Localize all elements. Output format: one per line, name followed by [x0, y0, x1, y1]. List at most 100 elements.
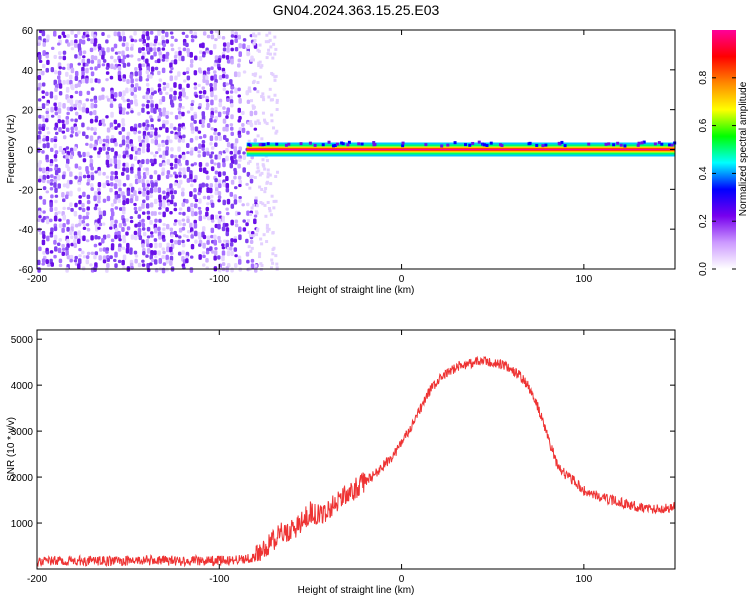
spectrogram-cell	[265, 223, 269, 227]
spectrogram-cell	[270, 194, 274, 198]
spectrogram-cell	[256, 48, 260, 52]
spectrogram-cell	[53, 102, 57, 107]
spectrogram-cell	[229, 246, 233, 251]
spectrogram-cell	[74, 83, 79, 89]
spectrogram-cell	[162, 211, 166, 218]
spectrogram-cell	[73, 210, 78, 217]
spectrogram-cell	[53, 54, 57, 60]
spectrogram-cell	[62, 79, 66, 85]
spectrogram-cell	[270, 98, 274, 102]
spectrogram-cell	[485, 143, 489, 147]
spectrogram-cell	[141, 103, 146, 107]
spectrogram-cell	[121, 206, 126, 213]
spectrogram-cell	[45, 170, 50, 175]
spectrogram-cell	[222, 110, 227, 115]
spectrogram-cell	[93, 206, 98, 211]
spectrogram-cell	[265, 240, 269, 244]
spectrogram-cell	[209, 30, 214, 35]
spectrogram-cell	[604, 142, 608, 146]
spectrogram-cell	[194, 126, 199, 132]
spectrogram-cell	[97, 59, 101, 65]
spectrogram-cell	[122, 162, 126, 167]
spectrogram-cell	[198, 210, 202, 215]
spectrogram-cell	[113, 198, 117, 204]
spectrogram-cell	[49, 250, 54, 254]
spectrogram-cell	[77, 230, 81, 236]
spectrogram-cell	[53, 239, 57, 245]
spectrogram-cell	[153, 255, 158, 259]
spectrogram-cell	[46, 34, 50, 41]
spectrogram-cell	[623, 144, 627, 148]
spectrogram-cell	[170, 47, 175, 52]
spectrogram-cell	[186, 75, 191, 81]
spectrogram-cell	[202, 151, 206, 158]
spectrogram-cell	[170, 154, 174, 159]
spectrogram-cell	[206, 67, 211, 72]
spectrogram-cell	[258, 255, 262, 259]
spectrogram-cell	[38, 114, 42, 119]
spectrogram-cell	[106, 195, 111, 202]
spectrogram-cell	[210, 219, 215, 223]
spectrogram-cell	[149, 126, 154, 131]
spectrogram-cell	[121, 122, 126, 127]
spectrogram-cell	[57, 42, 61, 46]
spectrogram-cell	[181, 138, 186, 143]
spectrogram-cell	[177, 71, 181, 77]
spectrogram-cell	[217, 223, 221, 230]
spectrogram-cell	[146, 243, 150, 248]
spectrogram-cell	[149, 231, 154, 235]
spectrogram-cell	[62, 123, 66, 129]
spectrogram-cell	[110, 246, 115, 251]
spectrogram-cell	[226, 47, 230, 53]
spectrogram-cell	[225, 74, 229, 79]
spectrogram-cell	[273, 52, 277, 56]
spectrogram-cell	[162, 227, 166, 232]
spectrogram-cell	[185, 42, 189, 48]
spectrogram-cell	[142, 199, 146, 204]
spectrogram-cell	[544, 143, 548, 147]
spectrogram-cell	[38, 30, 43, 34]
spectrogram-cell	[194, 94, 199, 98]
spectrogram-cell	[121, 31, 126, 36]
spectrogram-cell	[260, 64, 264, 68]
spectrogram-cell	[73, 146, 77, 152]
spectrogram-cell	[181, 31, 186, 35]
spectrogram-cell	[238, 126, 243, 132]
spectrogram-cell	[61, 243, 65, 248]
spectrogram-cell	[213, 94, 218, 101]
spectrogram-cell	[57, 242, 61, 247]
spectrogram-cell	[217, 195, 222, 200]
spectrogram-cell	[209, 118, 213, 123]
spectrogram-cell	[118, 207, 123, 211]
spectrogram-cell	[254, 196, 258, 200]
spectrogram-cell	[210, 75, 214, 81]
spectrogram-cell	[37, 134, 41, 141]
spectrogram-cell	[122, 55, 127, 60]
spectrogram-cell	[38, 195, 43, 200]
spectrogram-cell	[129, 215, 134, 220]
spectrogram-cell	[74, 126, 78, 131]
spectrogram-cell	[70, 242, 74, 247]
spectrogram-cell	[222, 82, 227, 88]
spectrogram-cell	[245, 90, 250, 96]
spectrogram-cell	[66, 238, 70, 244]
spectrogram-cell	[249, 212, 253, 216]
spectrogram-cell	[225, 90, 230, 95]
spectrogram-cell	[81, 122, 85, 128]
spectrogram-cell	[61, 227, 65, 233]
spectrogram-cell	[89, 163, 93, 168]
spectrogram-cell	[110, 203, 115, 207]
spectrogram-cell	[206, 235, 211, 242]
spectrogram-cell	[150, 107, 154, 113]
spectrogram-cell	[130, 38, 134, 43]
spectrogram-cell	[170, 147, 174, 152]
spectrogram-cell	[222, 47, 227, 52]
spectrogram-cell	[657, 141, 661, 145]
spectrogram-cell	[150, 66, 155, 72]
spectrogram-cell	[149, 262, 153, 266]
spectrogram-cell	[238, 155, 242, 160]
spectrogram-cell	[237, 87, 241, 92]
spectrogram-cell	[166, 246, 170, 253]
spectrogram-cell	[174, 174, 179, 179]
